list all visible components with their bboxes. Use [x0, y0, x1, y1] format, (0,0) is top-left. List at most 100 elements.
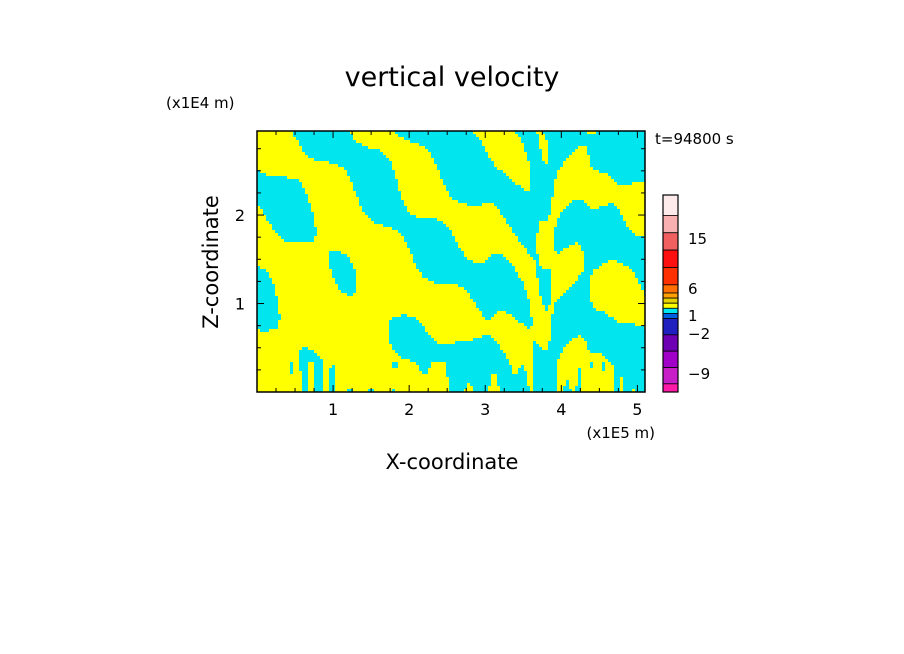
- updraft-cell: [311, 209, 362, 212]
- updraft-cell: [356, 278, 428, 281]
- updraft-cell: [551, 200, 572, 203]
- updraft-cell: [605, 362, 611, 365]
- updraft-cell: [620, 389, 623, 392]
- updraft-cell: [509, 362, 533, 365]
- updraft-cell: [356, 272, 422, 275]
- updraft-cell: [560, 251, 584, 254]
- updraft-cell: [515, 269, 536, 272]
- updraft-cell: [392, 167, 437, 170]
- updraft-cell: [257, 131, 293, 134]
- updraft-cell: [506, 353, 533, 356]
- updraft-cell: [572, 389, 575, 392]
- updraft-cell: [506, 257, 533, 260]
- updraft-cell: [527, 383, 533, 386]
- colorbar-swatch: [662, 313, 679, 319]
- updraft-cell: [455, 236, 518, 239]
- updraft-cell: [581, 377, 614, 380]
- axis-ticks: [256, 131, 645, 393]
- updraft-cell: [257, 245, 407, 248]
- updraft-cell: [626, 221, 645, 224]
- updraft-cell: [425, 326, 527, 329]
- updraft-cell: [479, 137, 521, 140]
- updraft-cell: [428, 371, 446, 374]
- colorbar-swatch: [662, 232, 679, 251]
- updraft-cell: [530, 311, 554, 314]
- updraft-cell: [395, 170, 440, 173]
- updraft-cell: [311, 206, 362, 209]
- updraft-cell: [308, 377, 314, 380]
- updraft-cell: [536, 131, 542, 134]
- updraft-cell: [458, 245, 524, 248]
- updraft-cell: [257, 365, 290, 368]
- updraft-cell: [257, 209, 263, 212]
- updraft-cell: [467, 257, 488, 260]
- updraft-cell: [503, 254, 530, 257]
- updraft-cell: [557, 362, 590, 365]
- x-tick-label: 4: [556, 400, 566, 419]
- updraft-cell: [398, 185, 446, 188]
- updraft-cell: [257, 377, 302, 380]
- updraft-cell: [278, 320, 389, 323]
- updraft-cell: [482, 140, 521, 143]
- updraft-cell: [488, 386, 500, 389]
- updraft-cell: [512, 263, 536, 266]
- updraft-cell: [356, 287, 464, 290]
- updraft-cell: [557, 389, 563, 392]
- updraft-cell: [566, 344, 587, 347]
- updraft-cell: [323, 371, 329, 374]
- colorbar-swatch: [662, 318, 679, 336]
- updraft-cell: [335, 383, 449, 386]
- updraft-cell: [485, 149, 524, 152]
- updraft-cell: [563, 164, 590, 167]
- updraft-cell: [557, 176, 611, 179]
- updraft-cell: [536, 236, 554, 239]
- updraft-cell: [257, 155, 308, 158]
- updraft-cell: [431, 362, 446, 365]
- updraft-cell: [530, 314, 551, 317]
- updraft-cell: [557, 170, 599, 173]
- updraft-cell: [380, 149, 428, 152]
- colorbar-swatch: [662, 249, 679, 268]
- updraft-cell: [257, 332, 389, 335]
- updraft-cell: [494, 164, 530, 167]
- updraft-cell: [593, 272, 635, 275]
- updraft-cell: [407, 206, 497, 209]
- updraft-cell: [569, 245, 581, 248]
- updraft-cell: [506, 173, 530, 176]
- updraft-cell: [632, 230, 645, 233]
- updraft-cell: [257, 344, 392, 347]
- updraft-cell: [623, 218, 645, 221]
- updraft-cell: [503, 170, 530, 173]
- updraft-cell: [473, 131, 515, 134]
- updraft-cell: [581, 380, 614, 383]
- updraft-cell: [275, 287, 338, 290]
- updraft-cell: [257, 353, 299, 356]
- updraft-cell: [257, 236, 281, 239]
- updraft-cell: [257, 167, 344, 170]
- updraft-cell: [257, 329, 260, 332]
- plot-frame: [256, 130, 646, 393]
- chart-title: vertical velocity: [345, 62, 560, 93]
- updraft-cell: [461, 248, 527, 251]
- colorbar: [662, 194, 679, 393]
- updraft-cell: [551, 206, 566, 209]
- updraft-cell: [437, 218, 506, 221]
- updraft-cell: [281, 314, 401, 317]
- updraft-cell: [593, 365, 602, 368]
- updraft-cell: [614, 317, 645, 320]
- updraft-cell: [278, 296, 470, 299]
- updraft-cell: [569, 380, 578, 383]
- updraft-cell: [341, 251, 410, 254]
- updraft-cell: [356, 275, 422, 278]
- updraft-cell: [323, 374, 329, 377]
- colorbar-label: 15: [688, 230, 707, 248]
- updraft-cell: [551, 302, 554, 305]
- updraft-cell: [446, 224, 509, 227]
- updraft-cell: [314, 221, 374, 224]
- updraft-cell: [293, 368, 299, 371]
- updraft-cell: [308, 380, 314, 383]
- colorbar-label: −2: [688, 325, 710, 343]
- updraft-cell: [374, 389, 392, 392]
- updraft-cell: [314, 224, 383, 227]
- y-tick-label: 2: [235, 206, 245, 225]
